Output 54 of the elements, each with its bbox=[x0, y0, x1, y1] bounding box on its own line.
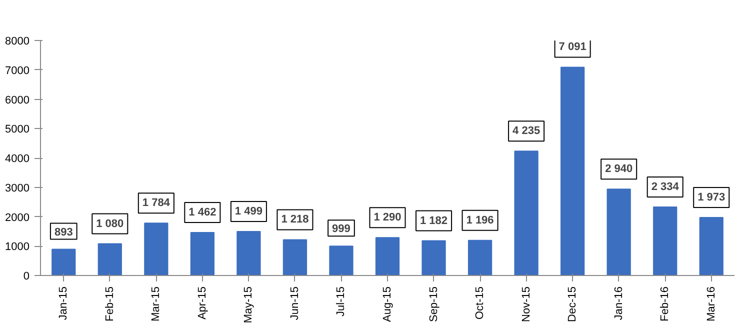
y-tick-label: 7000 bbox=[5, 64, 30, 77]
bar bbox=[236, 230, 261, 276]
data-label: 1 182 bbox=[420, 214, 448, 227]
data-label: 1 290 bbox=[374, 212, 402, 224]
bar bbox=[144, 222, 168, 276]
y-tick-label: 1000 bbox=[5, 241, 30, 254]
x-tick-label: Nov-15 bbox=[520, 286, 532, 322]
bar bbox=[653, 206, 678, 276]
bar bbox=[514, 150, 538, 276]
x-tick-label: Jun-15 bbox=[288, 286, 301, 320]
data-label: 2 940 bbox=[605, 163, 633, 176]
bar bbox=[699, 217, 724, 276]
y-tick-label: 0 bbox=[23, 270, 30, 282]
x-tick-label: May-15 bbox=[242, 286, 255, 324]
x-tick-label: Oct-15 bbox=[474, 286, 486, 320]
data-label: 1 499 bbox=[234, 205, 262, 218]
data-label: 1 080 bbox=[96, 218, 124, 230]
data-label: 7 091 bbox=[558, 41, 586, 54]
data-label: 4 235 bbox=[512, 125, 540, 138]
x-tick-label: Jan-16 bbox=[612, 286, 625, 320]
x-tick-label: Aug-15 bbox=[382, 286, 394, 322]
x-tick-label: Feb-16 bbox=[659, 286, 672, 322]
data-label: 893 bbox=[54, 226, 73, 238]
x-tick-label: Sep-15 bbox=[428, 286, 440, 322]
data-label: 1 218 bbox=[281, 214, 309, 226]
data-label: 1 196 bbox=[466, 214, 494, 226]
x-tick-label: Jul-15 bbox=[335, 286, 348, 316]
bar bbox=[98, 243, 122, 276]
x-tick-label: Jan-15 bbox=[58, 286, 70, 320]
x-tick-label: Mar-16 bbox=[705, 286, 718, 322]
bar bbox=[190, 232, 214, 276]
bar bbox=[52, 248, 76, 276]
data-label: 1 973 bbox=[698, 192, 726, 204]
x-tick-label: Feb-15 bbox=[104, 286, 116, 322]
bar bbox=[375, 237, 400, 276]
bar bbox=[422, 240, 446, 276]
bar bbox=[560, 66, 585, 276]
y-tick-label: 3000 bbox=[5, 182, 30, 194]
y-tick-label: 2000 bbox=[5, 212, 30, 224]
x-tick-label: Apr-15 bbox=[196, 286, 208, 320]
data-label: 2 334 bbox=[651, 180, 680, 193]
x-tick-label: Dec-15 bbox=[566, 286, 579, 322]
y-tick-label: 4000 bbox=[5, 153, 30, 165]
bar bbox=[329, 246, 354, 276]
y-tick-label: 5000 bbox=[5, 124, 30, 136]
bar bbox=[282, 239, 308, 276]
x-tick-label: Mar-15 bbox=[150, 286, 162, 322]
bar bbox=[468, 240, 492, 276]
y-tick-label: 6000 bbox=[5, 94, 30, 106]
bar bbox=[606, 188, 631, 276]
data-label: 999 bbox=[332, 223, 350, 236]
data-label: 1 784 bbox=[142, 197, 171, 210]
y-tick-label: 8000 bbox=[5, 36, 30, 48]
data-label: 1 462 bbox=[188, 206, 216, 219]
